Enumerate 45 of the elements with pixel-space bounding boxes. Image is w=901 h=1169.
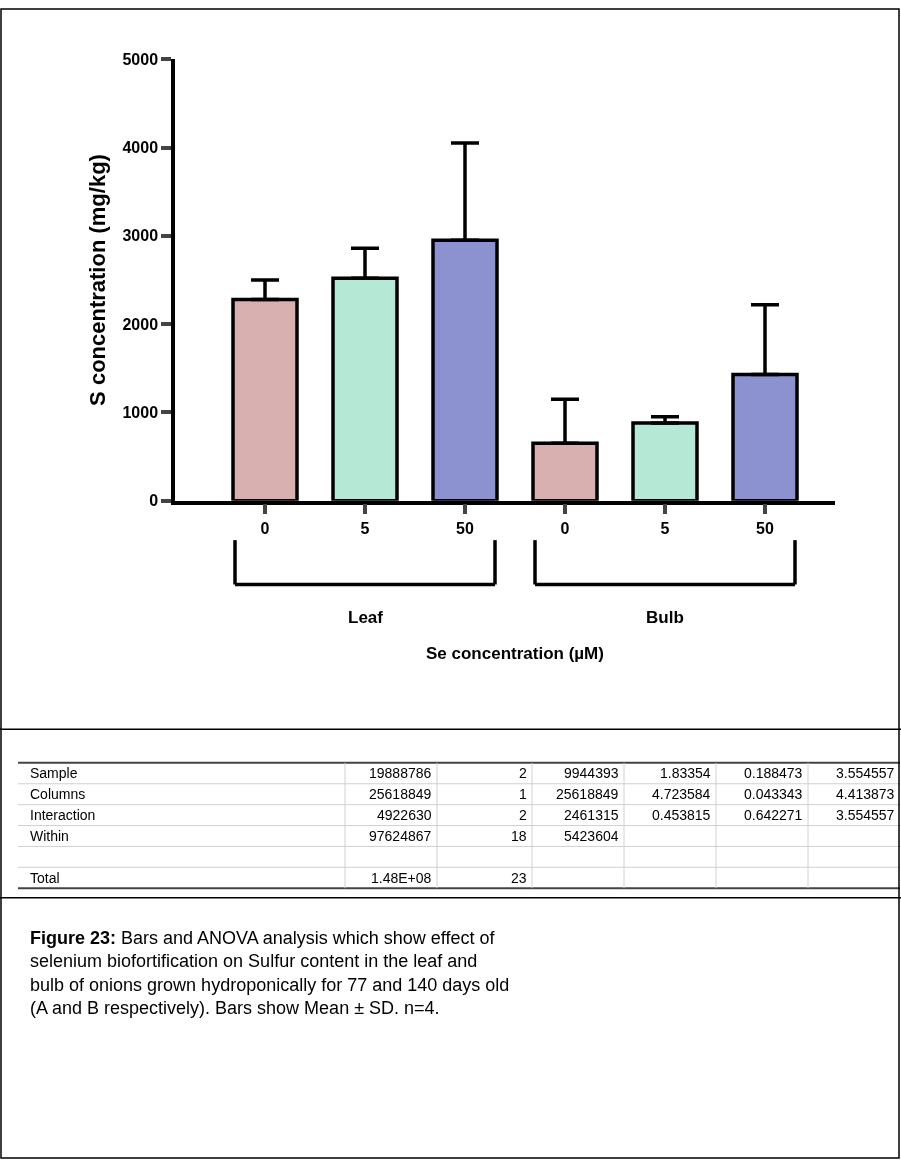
y-tick-label: 4000: [122, 139, 159, 157]
x-tick-label: 5: [660, 519, 670, 537]
text: Bulb: [646, 608, 684, 627]
text: 1.48E+08: [371, 870, 432, 886]
text: 25618849: [556, 786, 619, 802]
text: 0.043343: [744, 786, 803, 802]
text: Total: [30, 870, 60, 886]
y-axis-title: S concentration (mg/kg): [84, 154, 110, 406]
text: 0.188473: [744, 765, 803, 781]
text: Sample: [30, 765, 78, 781]
text: Leaf: [348, 608, 384, 627]
text: 25618849: [369, 786, 432, 802]
text: 4922630: [377, 807, 432, 823]
x-tick-label: 5: [360, 519, 370, 537]
text: Interaction: [30, 807, 96, 823]
text: 3.554557: [836, 807, 895, 823]
text: 9944393: [564, 765, 619, 781]
text: 4.413873: [836, 786, 895, 802]
text: 1: [519, 786, 527, 802]
text: 1.83354: [660, 765, 711, 781]
y-tick-label: 2000: [122, 315, 159, 333]
text: 0.642271: [744, 807, 803, 823]
text: 5423604: [564, 828, 619, 844]
text: 23: [511, 870, 527, 886]
x-tick-label: 50: [756, 519, 774, 537]
text: Columns: [30, 786, 86, 802]
x-tick-label: 50: [456, 519, 474, 537]
text: Within: [30, 828, 69, 844]
text: 18: [511, 828, 527, 844]
text: 2461315: [564, 807, 619, 823]
caption: Figure 23:: [30, 928, 117, 948]
text: 2: [519, 807, 527, 823]
text: 0.453815: [652, 807, 711, 823]
x-tick-label: 0: [560, 519, 570, 537]
y-tick-label: 1000: [122, 404, 159, 422]
y-tick-label: 3000: [122, 227, 159, 245]
text: 19888786: [369, 765, 432, 781]
text: Se concentration (µM): [426, 644, 604, 663]
text: 2: [519, 765, 527, 781]
text: 3.554557: [836, 765, 895, 781]
x-tick-label: 0: [260, 519, 270, 537]
text: 97624867: [369, 828, 432, 844]
y-tick-label: 5000: [122, 50, 159, 68]
y-tick-label: 0: [149, 492, 159, 510]
text: 4.723584: [652, 786, 711, 802]
